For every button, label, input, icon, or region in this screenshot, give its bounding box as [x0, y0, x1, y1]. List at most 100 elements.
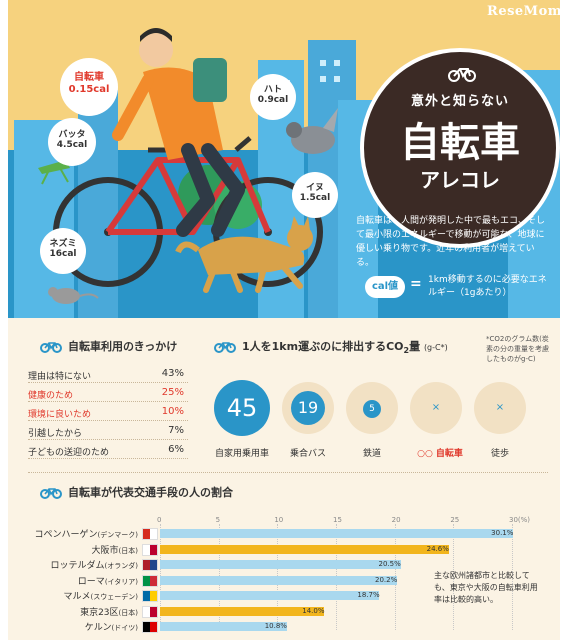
- co2-rail-circle: 5: [346, 382, 398, 434]
- bar: [160, 591, 380, 600]
- bar-value-label: 14.0%: [302, 606, 325, 615]
- country-name: (ドイツ): [111, 624, 138, 632]
- bubble-mouse: ネズミ 16cal: [40, 228, 86, 274]
- reason-label: 引越したから: [28, 429, 83, 439]
- co2-bus-circle: 19: [282, 382, 334, 434]
- bar: [160, 544, 449, 554]
- bar-category-label: ロッテルダム(オランダ): [20, 558, 138, 571]
- co2-label: 乗合バス: [289, 449, 326, 459]
- reason-value: 43%: [161, 368, 184, 379]
- reason-label: 理由は特にない: [28, 372, 92, 382]
- reason-row: 環境に良いため 10%: [28, 404, 188, 421]
- x-tick-label: 5: [215, 516, 221, 524]
- reason-value: 10%: [161, 406, 184, 417]
- bar-category-label: ケルン(ドイツ): [20, 620, 138, 633]
- country-name: (日本): [118, 608, 138, 617]
- country-flag-icon: [142, 605, 158, 618]
- country-name: (イタリア): [104, 577, 138, 586]
- country-name: (日本): [118, 546, 138, 555]
- co2-label: 自家用乗用車: [214, 449, 269, 459]
- stats-section: [8, 318, 560, 640]
- bar: [160, 529, 514, 538]
- bar: [160, 606, 325, 616]
- gridline: [512, 524, 513, 630]
- reason-row: 引越したから 7%: [28, 423, 188, 440]
- bar: [160, 622, 287, 631]
- bicycle-icon: [40, 342, 62, 353]
- reason-value: 25%: [161, 387, 184, 398]
- co2-footnote: *CO2のグラム数(炭素の分の重量を考慮したものがg-C): [486, 335, 549, 363]
- title-line3: アレコレ: [420, 168, 500, 192]
- bar-value-label: 30.1%: [491, 529, 514, 537]
- country-flag-icon: [142, 559, 158, 571]
- co2-unit: (g-C*): [423, 343, 448, 352]
- x-tick-label: 15: [333, 516, 342, 524]
- bar-category-label: マルメ(スウェーデン): [20, 589, 138, 602]
- bar-category-label: 大阪市(日本): [20, 543, 138, 556]
- bar-value-label: 20.2%: [375, 575, 398, 584]
- co2-title-text: 1人を1km運ぶのに排出するCO: [242, 340, 404, 353]
- co2-rail-value: 5: [363, 399, 381, 418]
- bicycle-icon: [40, 488, 62, 499]
- country-name: (スウェーデン): [90, 593, 138, 601]
- city-name: 大阪市: [91, 545, 119, 556]
- country-flag-icon: [142, 543, 158, 556]
- x-tick-label: 25: [450, 516, 460, 524]
- country-name: (オランダ): [104, 562, 138, 570]
- reason-row: 理由は特にない 43%: [28, 366, 188, 383]
- co2-label: 徒歩: [490, 449, 509, 459]
- city-name: 東京23区: [80, 607, 119, 618]
- city-name: マルメ: [63, 592, 91, 602]
- city-name: ロッテルダム: [50, 561, 105, 571]
- co2-title-end: 量: [409, 340, 421, 353]
- reason-row: 子どもの送迎のため 6%: [28, 442, 188, 459]
- divider: [28, 472, 548, 473]
- bar-value-label: 10.8%: [264, 622, 287, 630]
- reasons-title: 自転車利用のきっかけ: [40, 338, 177, 354]
- country-name: (デンマーク): [97, 531, 138, 539]
- bar-value-label: 18.7%: [357, 591, 380, 599]
- share-title-text: 自転車が代表交通手段の人の割合: [68, 486, 233, 499]
- reason-value: 7%: [168, 425, 184, 436]
- bar-category-label: コペンハーゲン(デンマーク): [20, 527, 138, 540]
- reason-row: 健康のため 25%: [28, 385, 188, 402]
- co2-label-bicycle-text: 自転車: [435, 449, 463, 459]
- bar-category-label: ローマ(イタリア): [20, 574, 138, 587]
- co2-bus-value: 19: [291, 391, 325, 425]
- bar: [160, 560, 401, 569]
- hero-section: 自転車 0.15cal バッタ 4.5cal ネズミ 16cal ハト 0.9cal イ…: [8, 0, 560, 318]
- bubble-bicycle: 自転車 0.15cal: [60, 58, 118, 116]
- title-line2: 自転車: [400, 120, 520, 166]
- bicycle-icon: [448, 68, 476, 82]
- reasons-title-text: 自転車利用のきっかけ: [68, 340, 178, 353]
- co2-title: 1人を1km運ぶのに排出するCO2量 (g-C*): [214, 338, 448, 355]
- resemom-logo: ReseMom: [487, 4, 562, 19]
- city-name: ケルン: [84, 623, 112, 633]
- x-tick-label: 30(%): [509, 516, 531, 524]
- cal-definition: 1km移動するのに必要なエネルギー（1gあたり）: [428, 275, 547, 298]
- title-line1: 意外と知らない: [410, 94, 509, 109]
- share-note: 主な欧州諸都市と比較しても、東京や大阪の自転車利用率は比較的高い。: [434, 571, 538, 604]
- city-name: コペンハーゲン: [34, 530, 98, 540]
- cal-value-pill: cal値: [365, 276, 405, 298]
- co2-car-circle: 45: [214, 380, 270, 436]
- gridline: [453, 524, 455, 630]
- intro-text: 自転車は、人間が発明した中で最もエコ、そして最小限のエネルギーで移動が可能な、地…: [356, 216, 546, 268]
- bar-category-label: 東京23区(日本): [20, 605, 138, 618]
- reason-label: 子どもの送迎のため: [28, 448, 110, 458]
- co2-bicycle-circle: ×: [410, 382, 462, 434]
- title-badge: 意外と知らない 自転車 アレコレ: [360, 48, 560, 248]
- x-tick-label: 20: [391, 516, 401, 524]
- country-flag-icon: [142, 621, 158, 633]
- reason-label: 健康のため: [28, 391, 74, 401]
- country-flag-icon: [142, 574, 158, 587]
- bar: [160, 575, 397, 585]
- bicycle-icon: [214, 342, 236, 353]
- co2-label: 鉄道: [362, 449, 381, 459]
- bar-value-label: 24.6%: [426, 544, 449, 553]
- cal-equals: =: [410, 276, 422, 292]
- bubble-dog: イヌ 1.5cal: [292, 172, 338, 218]
- bar-value-label: 20.5%: [378, 560, 401, 568]
- reason-value: 6%: [168, 444, 184, 455]
